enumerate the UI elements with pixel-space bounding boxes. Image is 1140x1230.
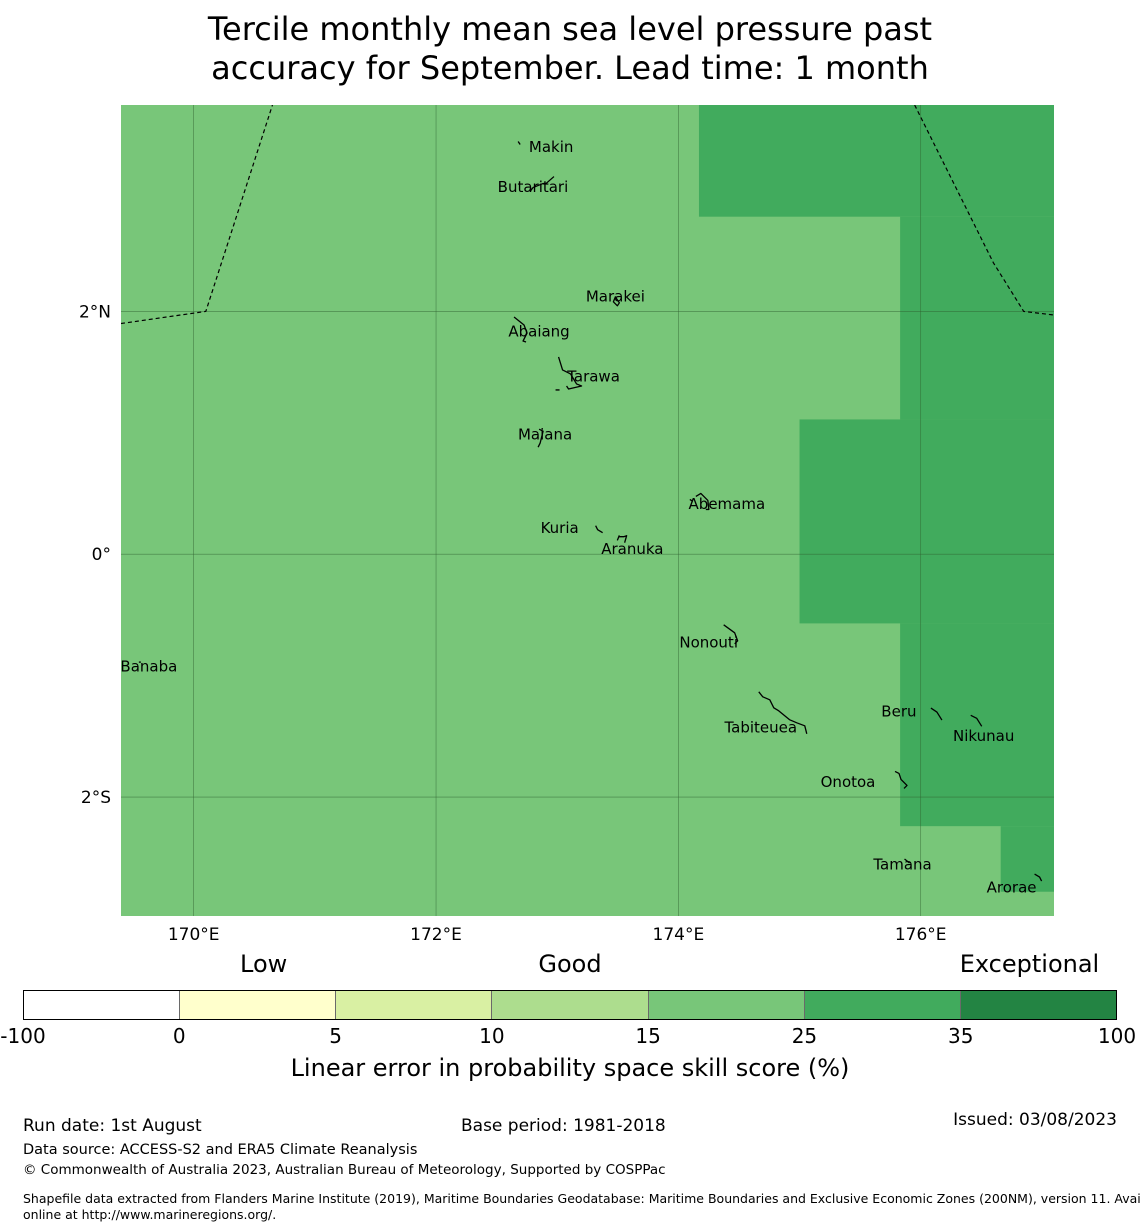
- island-label: Marakei: [586, 287, 645, 305]
- island-outline: [894, 770, 908, 789]
- issued-date: Issued: 03/08/2023: [953, 1110, 1117, 1130]
- island-outline: [930, 707, 943, 721]
- island-outline: [970, 714, 983, 727]
- eez-boundary-east: [914, 105, 1054, 316]
- colorbar-tick-label: -100: [0, 1024, 46, 1048]
- island-label: Butaritari: [498, 178, 569, 196]
- island-outline: [616, 535, 620, 541]
- high-skill-region: [900, 216, 1054, 420]
- island-outline: [689, 492, 710, 511]
- colorbar-bin: [492, 991, 649, 1019]
- high-skill-region: [698, 105, 1054, 217]
- island-label: Kuria: [541, 519, 579, 537]
- island-label: Onotoa: [821, 773, 876, 791]
- island-outline: [758, 691, 808, 734]
- island-outline: [517, 141, 521, 145]
- colorbar-tick-label: 5: [329, 1024, 342, 1048]
- colorbar: [23, 990, 1117, 1020]
- island-label: Banaba: [120, 658, 177, 676]
- island-outline: [612, 296, 621, 307]
- shapefile-credit-line-1: Shapefile data extracted from Flanders M…: [23, 1191, 1140, 1206]
- colorbar-tick-label: 0: [172, 1024, 186, 1048]
- skill-map: Makin Butaritari Marakei Abaiang Tarawa Maian…: [79, 105, 1054, 945]
- base-period: Base period: 1981-2018: [461, 1116, 666, 1136]
- high-skill-region: [900, 623, 1054, 827]
- colorbar-bin: [804, 991, 961, 1019]
- colorbar-bin: [336, 991, 493, 1019]
- colorbar-tick-label: 10: [479, 1024, 505, 1048]
- high-skill-region: [1000, 826, 1054, 892]
- colorbar-tick-label: 35: [947, 1024, 974, 1048]
- lon-tick-label: 174°E: [653, 925, 705, 945]
- island-label: Maiana: [518, 426, 572, 444]
- island-outline: [555, 356, 583, 391]
- high-skill-region: [799, 419, 1054, 624]
- colorbar-label: Linear error in probability space skill …: [290, 1054, 850, 1082]
- copyright: © Commonwealth of Australia 2023, Austra…: [23, 1162, 666, 1178]
- island-label: Tabiteuea: [723, 718, 797, 736]
- shapefile-credit-line-2: online at http://www.marineregions.org/.: [23, 1207, 277, 1222]
- run-date: Run date: 1st August: [23, 1116, 202, 1136]
- island-label: Tamana: [872, 856, 931, 874]
- island-outline: [537, 428, 544, 448]
- island-outline: [595, 525, 628, 543]
- chart-title: Tercile monthly mean sea level pressure …: [0, 10, 1140, 88]
- data-source: Data source: ACCESS-S2 and ERA5 Climate …: [23, 1142, 418, 1158]
- colorbar-category-label: Exceptional: [959, 950, 1100, 978]
- colorbar-tick-label: 100: [1097, 1024, 1137, 1048]
- title-line-2: accuracy for September. Lead time: 1 mon…: [211, 49, 929, 87]
- lon-tick-label: 172°E: [410, 925, 462, 945]
- colorbar-bin: [648, 991, 805, 1019]
- island-label: Nonouti: [679, 633, 738, 651]
- island-outline: [723, 624, 739, 645]
- island-outline: [513, 316, 528, 343]
- title-line-1: Tercile monthly mean sea level pressure …: [207, 10, 933, 48]
- island-label: Beru: [881, 703, 916, 721]
- eez-boundary-west: [121, 105, 274, 325]
- island-label: Abaiang: [508, 323, 569, 341]
- island-label: Aranuka: [601, 540, 663, 558]
- colorbar-tick-label: 15: [635, 1024, 661, 1048]
- lon-tick-label: 176°E: [895, 925, 947, 945]
- lon-tick-label: 170°E: [168, 925, 220, 945]
- island-label: Abemama: [689, 495, 766, 513]
- island-outline: [529, 176, 555, 192]
- colorbar-tick-label: 25: [791, 1024, 818, 1048]
- colorbar-bin: [180, 991, 337, 1019]
- island-label: Tarawa: [566, 367, 620, 385]
- island-outline: [904, 858, 910, 864]
- island-outline: [1034, 873, 1043, 882]
- colorbar-category-label: Low: [240, 950, 288, 978]
- lat-tick-label: 2°N: [79, 302, 111, 322]
- lat-tick-label: 0°: [92, 545, 111, 565]
- colorbar-category-label: Good: [538, 950, 602, 978]
- island-label: Makin: [529, 138, 574, 156]
- island-label: Nikunau: [953, 727, 1014, 745]
- shapefile-credit: Shapefile data extracted from Flanders M…: [23, 1191, 1140, 1223]
- colorbar-bin: [960, 991, 1116, 1019]
- map-layer: Makin Butaritari Marakei Abaiang Tarawa Maian…: [120, 105, 1054, 916]
- island-label: Arorae: [987, 879, 1037, 897]
- colorbar-bin: [24, 991, 181, 1019]
- lat-tick-label: 2°S: [81, 788, 111, 808]
